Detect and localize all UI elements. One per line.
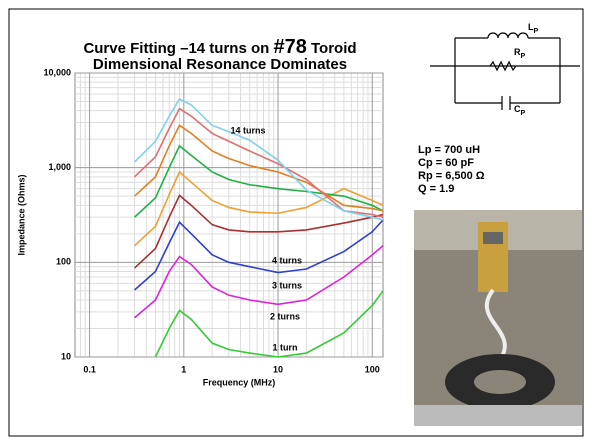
- symbol: C: [514, 104, 521, 114]
- capacitor-label: CP: [514, 104, 526, 116]
- y-tick-label: 100: [56, 257, 71, 267]
- x-tick-label: 100: [365, 364, 380, 374]
- schematic: [430, 32, 580, 110]
- subscript: P: [521, 53, 526, 60]
- toroid-photo: [414, 210, 582, 426]
- subscript: P: [534, 28, 539, 35]
- series-line: [134, 194, 384, 269]
- series-line: [133, 98, 384, 221]
- inductor-label: LP: [528, 22, 539, 34]
- y-axis-label: Impedance (Ohms): [16, 174, 26, 255]
- slide-subtitle: Dimensional Resonance Dominates: [92, 56, 348, 73]
- x-tick-label: 10: [273, 364, 283, 374]
- slide-frame: [8, 8, 584, 437]
- y-tick-label: 10: [61, 351, 71, 361]
- series-line: [134, 245, 384, 319]
- series-label: 4 turns: [272, 255, 302, 265]
- slide-title: Curve Fitting –14 turns on #78 Toroid: [30, 36, 410, 59]
- title-part: Toroid: [306, 40, 357, 57]
- parameter: Q = 1.9: [418, 183, 455, 195]
- parameter: Rp = 6,500 Ω: [418, 170, 485, 182]
- x-axis-label: Frequency (MHz): [203, 377, 276, 387]
- symbol: L: [528, 22, 534, 32]
- parameter: Lp = 700 uH: [418, 144, 481, 156]
- series-line: [134, 170, 384, 247]
- series-line: [154, 290, 384, 358]
- series-line: [134, 124, 384, 212]
- series-line: [134, 144, 384, 218]
- series-label: 3 turns: [272, 280, 302, 290]
- series-label: 1 turn: [272, 342, 297, 352]
- series-label: 14 turns: [230, 125, 265, 135]
- resistor-label: RP: [514, 47, 526, 59]
- y-tick-label: 1,000: [48, 162, 71, 172]
- subscript: P: [521, 110, 526, 117]
- series-line: [134, 219, 384, 291]
- symbol: R: [514, 47, 521, 57]
- x-tick-label: 1: [181, 364, 186, 374]
- y-tick-label: 10,000: [43, 67, 71, 77]
- parameter: Cp = 60 pF: [418, 157, 474, 169]
- title-part: Curve Fitting –14 turns on: [83, 40, 274, 57]
- x-tick-label: 0.1: [83, 364, 96, 374]
- title-part: #78: [273, 36, 307, 58]
- series-label: 2 turns: [270, 311, 300, 321]
